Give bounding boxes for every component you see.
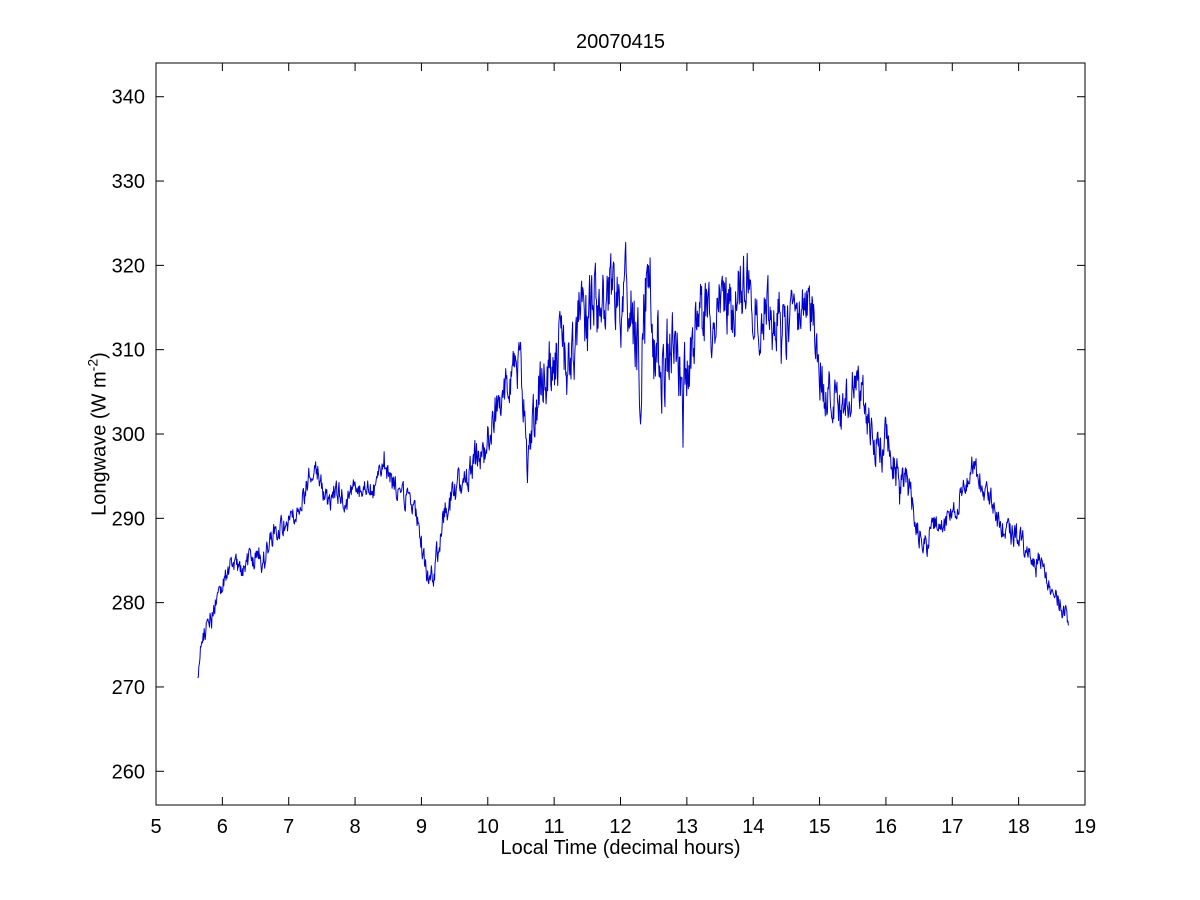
y-ticks: 260 270 280 290 300 310 320 330 340 [112,87,1085,783]
y-tick-label: 340 [112,87,145,109]
x-tick-label: 16 [875,816,897,838]
x-tick-label: 5 [150,816,161,838]
y-axis-label: Longwave (W m-2) [82,352,111,516]
x-tick-label: 14 [742,816,764,838]
x-tick-label: 10 [477,816,499,838]
x-tick-label: 12 [609,816,631,838]
x-ticks: 5 6 7 8 9 10 11 12 13 14 15 16 17 18 19 [150,63,1096,838]
x-tick-label: 9 [416,816,427,838]
x-tick-label: 11 [544,816,565,838]
y-tick-label: 260 [112,761,145,783]
y-tick-label: 330 [112,171,145,193]
series-line [197,241,1069,679]
y-tick-label: 300 [112,424,145,446]
x-tick-label: 6 [217,816,228,838]
y-tick-label: 320 [112,255,145,277]
x-tick-label: 19 [1074,816,1096,838]
y-axis-label-text: Longwave (W m [88,371,111,516]
y-tick-label: 280 [112,593,145,615]
chart-title: 20070415 [576,31,665,53]
x-tick-label: 7 [283,816,294,838]
x-tick-label: 17 [941,816,963,838]
y-axis-label-superscript: -2 [84,358,101,372]
axes-box [155,62,1086,806]
x-tick-label: 15 [808,816,830,838]
y-tick-label: 310 [112,340,145,362]
x-tick-label: 13 [676,816,698,838]
y-tick-label: 270 [112,677,145,699]
y-axis-label-suffix: ) [88,352,111,359]
x-tick-label: 8 [350,816,361,838]
y-tick-label: 290 [112,508,145,530]
x-axis-label: Local Time (decimal hours) [500,837,741,859]
x-tick-label: 18 [1008,816,1030,838]
